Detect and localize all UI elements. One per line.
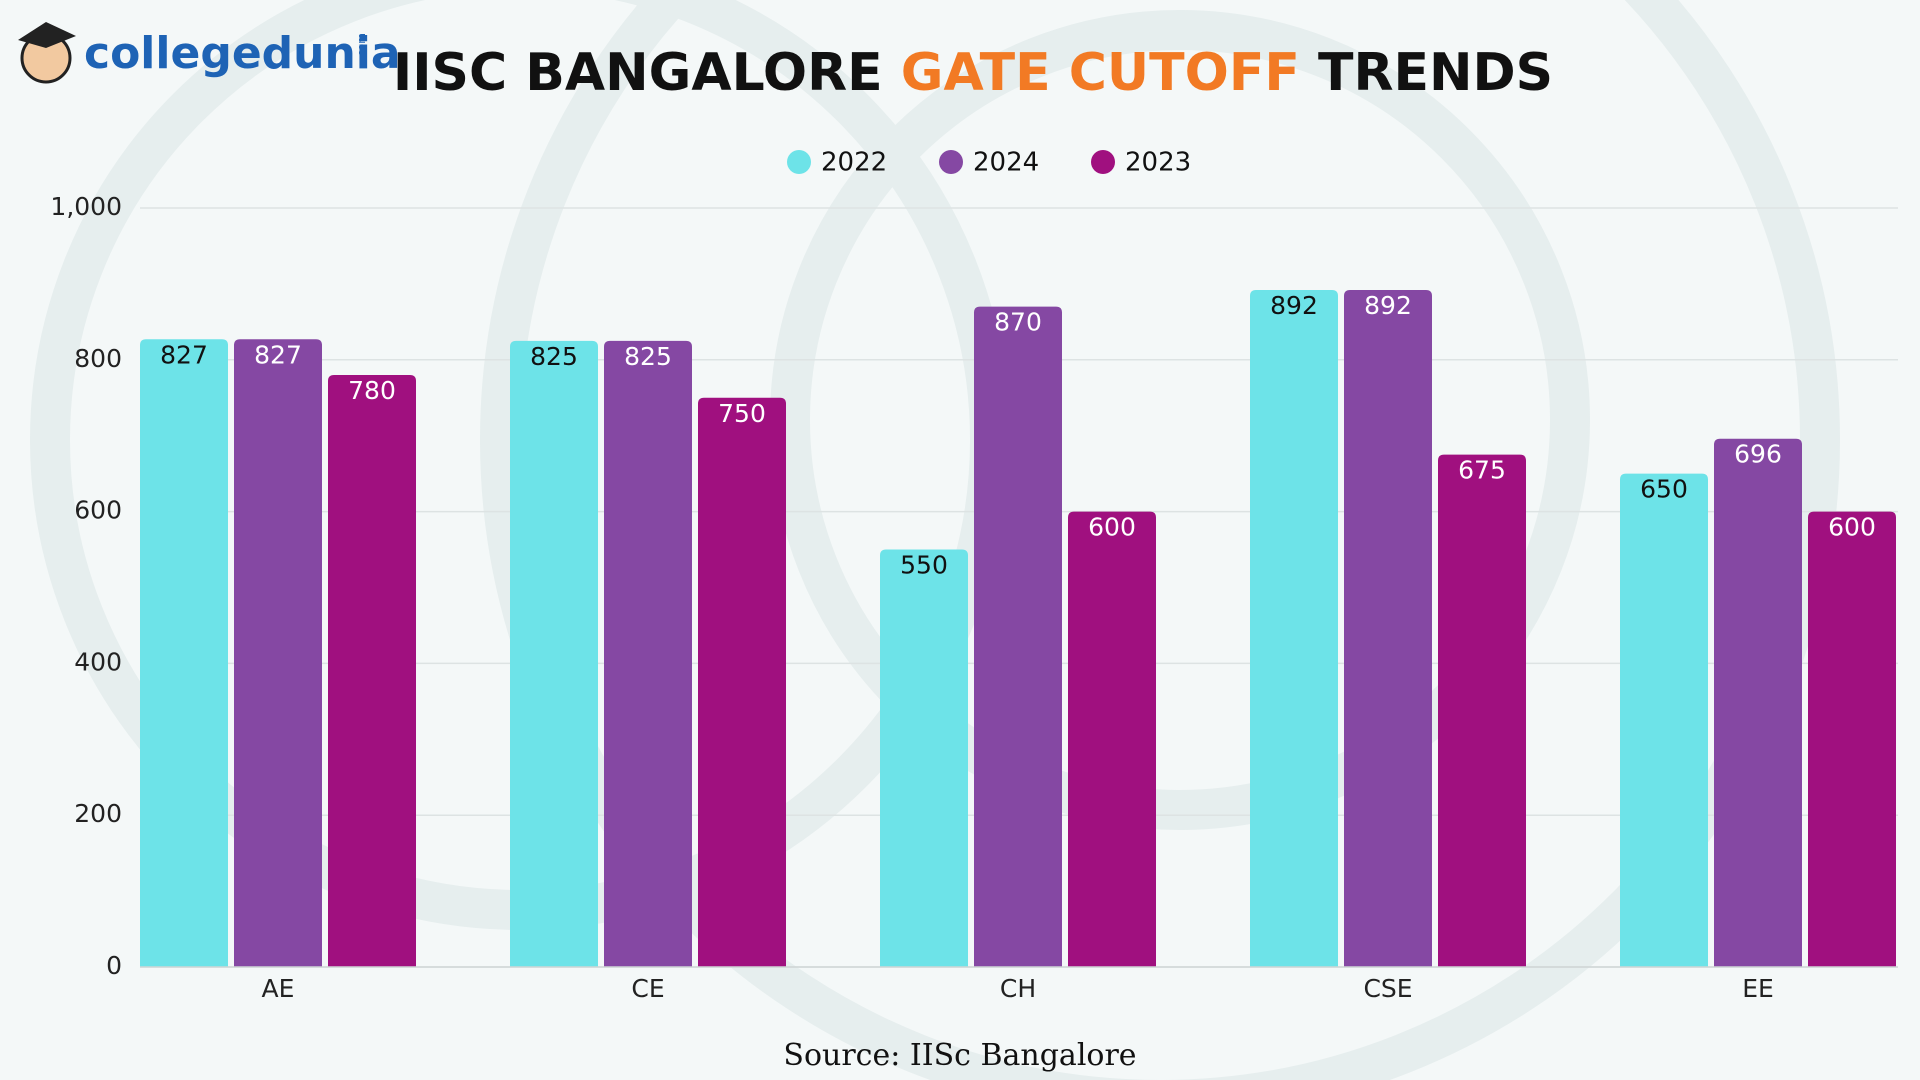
title-highlight: GATE CUTOFF — [901, 43, 1300, 103]
y-tick-label: 200 — [74, 799, 122, 828]
y-tick-label: 1,000 — [50, 192, 122, 221]
legend-label: 2022 — [821, 148, 887, 178]
x-tick-label: CH — [1000, 974, 1036, 1003]
value-label: 827 — [254, 340, 302, 369]
logo-text: collegedunia — [84, 28, 401, 79]
title-start: IISC BANGALORE — [393, 43, 883, 103]
y-tick-label: 0 — [106, 951, 122, 980]
bar — [328, 374, 416, 968]
value-label: 675 — [1458, 456, 1506, 485]
value-label: 870 — [994, 308, 1042, 337]
value-label: 780 — [348, 376, 396, 405]
logo-suffix: .com — [355, 33, 368, 60]
source: Source: IISc Bangalore — [783, 1038, 1136, 1073]
chart-title: IISC BANGALORE GATE CUTOFF TRENDS — [393, 43, 1553, 103]
bar — [1714, 438, 1802, 968]
value-label: 892 — [1270, 291, 1318, 320]
value-label: 825 — [624, 342, 672, 371]
bar — [604, 340, 692, 967]
x-tick-label: CSE — [1363, 974, 1412, 1003]
y-tick-label: 600 — [74, 496, 122, 525]
value-label: 600 — [1088, 513, 1136, 542]
logo: collegedunia .com — [18, 22, 401, 84]
legend-swatch — [1091, 150, 1115, 174]
value-label: 600 — [1828, 513, 1876, 542]
value-label: 827 — [160, 340, 208, 369]
value-label: 650 — [1640, 475, 1688, 504]
y-tick-label: 800 — [74, 344, 122, 373]
value-label: 696 — [1734, 440, 1782, 469]
bar — [880, 549, 968, 967]
x-tick-label: EE — [1742, 974, 1774, 1003]
value-label: 550 — [900, 551, 948, 580]
value-label: 892 — [1364, 291, 1412, 320]
title-end: TRENDS — [1318, 43, 1553, 103]
bar — [974, 306, 1062, 967]
legend-swatch — [939, 150, 963, 174]
value-label: 750 — [718, 399, 766, 428]
bar — [1620, 473, 1708, 967]
bar — [698, 397, 786, 967]
value-label: 825 — [530, 342, 578, 371]
bar — [140, 339, 228, 967]
bar — [510, 340, 598, 967]
legend-label: 2024 — [973, 148, 1039, 178]
y-tick-label: 400 — [74, 647, 122, 676]
legend-label: 2023 — [1125, 148, 1191, 178]
bar — [1344, 289, 1432, 967]
bar — [1438, 454, 1526, 967]
bar — [1068, 511, 1156, 967]
x-tick-label: CE — [631, 974, 664, 1003]
bar — [1808, 511, 1896, 967]
bar — [1250, 289, 1338, 967]
legend-swatch — [787, 150, 811, 174]
x-tick-label: AE — [262, 974, 295, 1003]
bar — [234, 339, 322, 967]
